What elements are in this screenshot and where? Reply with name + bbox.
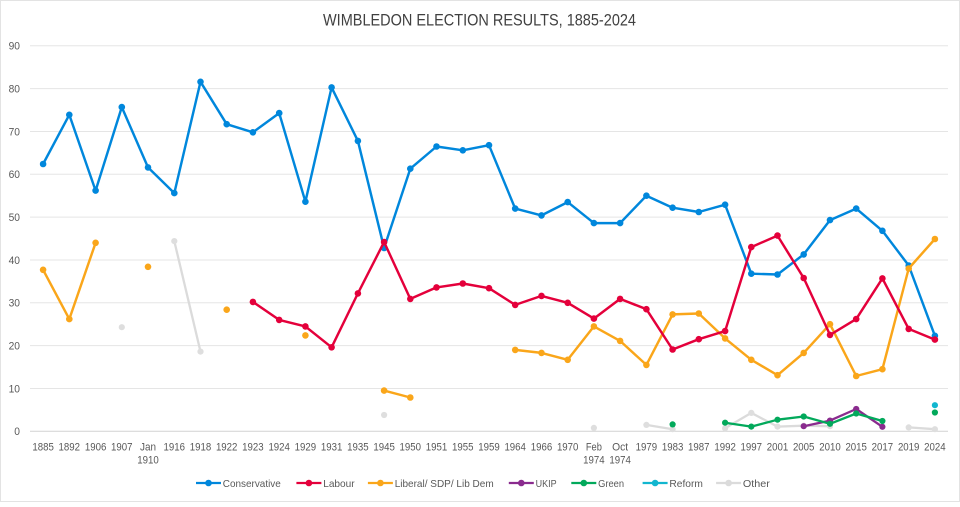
- svg-text:1906: 1906: [85, 441, 107, 453]
- svg-text:10: 10: [9, 383, 20, 395]
- svg-text:Green: Green: [598, 478, 624, 490]
- svg-text:2017: 2017: [872, 441, 894, 453]
- svg-text:2019: 2019: [898, 441, 920, 453]
- svg-text:1997: 1997: [741, 441, 763, 453]
- svg-text:30: 30: [9, 298, 20, 310]
- svg-text:1922: 1922: [216, 441, 238, 453]
- svg-text:1892: 1892: [59, 441, 81, 453]
- svg-text:70: 70: [9, 126, 20, 138]
- svg-text:1923: 1923: [242, 441, 264, 453]
- svg-text:1924: 1924: [268, 441, 290, 453]
- svg-text:1979: 1979: [636, 441, 658, 453]
- svg-text:Oct: Oct: [612, 441, 628, 453]
- svg-text:1907: 1907: [111, 441, 133, 453]
- svg-text:1959: 1959: [478, 441, 500, 453]
- svg-text:80: 80: [9, 83, 20, 95]
- svg-text:1929: 1929: [295, 441, 317, 453]
- svg-text:50: 50: [9, 212, 20, 224]
- svg-text:2015: 2015: [845, 441, 867, 453]
- svg-text:60: 60: [9, 169, 20, 181]
- svg-text:1966: 1966: [531, 441, 553, 453]
- svg-text:WIMBLEDON ELECTION RESULTS, 18: WIMBLEDON ELECTION RESULTS, 1885-2024: [323, 11, 636, 30]
- svg-text:1970: 1970: [557, 441, 579, 453]
- svg-text:1935: 1935: [347, 441, 369, 453]
- svg-text:1955: 1955: [452, 441, 474, 453]
- svg-text:UKIP: UKIP: [536, 478, 557, 490]
- svg-text:Reform: Reform: [669, 478, 703, 490]
- svg-text:2024: 2024: [924, 441, 946, 453]
- svg-text:1918: 1918: [190, 441, 212, 453]
- svg-text:1916: 1916: [164, 441, 186, 453]
- svg-text:1974: 1974: [609, 455, 631, 467]
- svg-text:1931: 1931: [321, 441, 343, 453]
- svg-text:1951: 1951: [426, 441, 448, 453]
- svg-text:Other: Other: [743, 478, 771, 490]
- svg-text:1910: 1910: [137, 455, 159, 467]
- svg-text:1964: 1964: [504, 441, 526, 453]
- svg-text:1983: 1983: [662, 441, 684, 453]
- svg-text:2001: 2001: [767, 441, 789, 453]
- svg-text:1945: 1945: [373, 441, 395, 453]
- svg-text:Jan: Jan: [140, 441, 156, 453]
- svg-text:2005: 2005: [793, 441, 815, 453]
- svg-text:20: 20: [9, 340, 20, 352]
- svg-text:1885: 1885: [32, 441, 54, 453]
- svg-text:Labour: Labour: [323, 478, 355, 490]
- svg-text:Feb: Feb: [586, 441, 602, 453]
- svg-text:1992: 1992: [714, 441, 736, 453]
- svg-text:1974: 1974: [583, 455, 605, 467]
- svg-text:Conservative: Conservative: [223, 478, 281, 490]
- svg-text:2010: 2010: [819, 441, 841, 453]
- svg-text:1950: 1950: [400, 441, 422, 453]
- svg-text:90: 90: [9, 41, 20, 53]
- svg-text:0: 0: [14, 426, 20, 438]
- svg-text:1987: 1987: [688, 441, 710, 453]
- svg-text:40: 40: [9, 255, 20, 267]
- svg-text:Liberal/ SDP/ Lib Dem: Liberal/ SDP/ Lib Dem: [395, 478, 494, 490]
